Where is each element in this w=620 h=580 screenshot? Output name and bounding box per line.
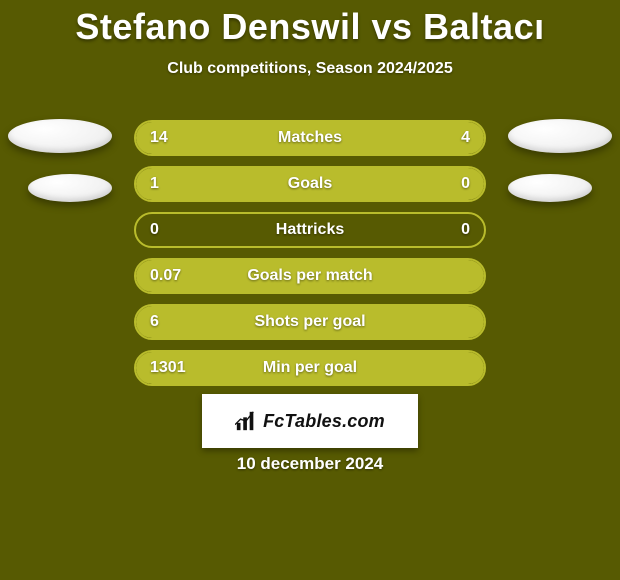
- player1-avatar-large: [8, 119, 112, 153]
- stat-value-right: 0: [461, 175, 470, 193]
- stat-label: Matches: [278, 129, 342, 147]
- stat-value-left: 1301: [150, 359, 186, 377]
- stat-value-right: 4: [461, 129, 470, 147]
- stat-fill-left: [136, 168, 404, 200]
- stat-label: Shots per goal: [254, 313, 365, 331]
- comparison-title: Stefano Denswil vs Baltacı: [0, 0, 620, 48]
- stat-value-left: 1: [150, 175, 159, 193]
- player2-avatar-large: [508, 119, 612, 153]
- stat-label: Goals: [288, 175, 332, 193]
- stat-row-shots-per-goal: 6 Shots per goal: [134, 304, 486, 340]
- player2-avatar-small: [508, 174, 592, 202]
- fctables-logo-box[interactable]: FcTables.com: [202, 394, 418, 448]
- stat-value-left: 14: [150, 129, 168, 147]
- bar-chart-icon: [235, 410, 257, 432]
- player2-name: Baltacı: [423, 6, 545, 47]
- stat-row-matches: 14 Matches 4: [134, 120, 486, 156]
- stat-value-left: 0.07: [150, 267, 181, 285]
- stat-row-goals-per-match: 0.07 Goals per match: [134, 258, 486, 294]
- stat-value-left: 6: [150, 313, 159, 331]
- snapshot-date: 10 december 2024: [0, 454, 620, 474]
- stats-container: 14 Matches 4 1 Goals 0 0 Hattricks 0 0.0…: [134, 120, 486, 396]
- stat-row-goals: 1 Goals 0: [134, 166, 486, 202]
- player1-name: Stefano Denswil: [75, 6, 361, 47]
- stat-fill-left: [136, 122, 397, 154]
- stat-fill-right: [404, 168, 484, 200]
- player1-avatar-small: [28, 174, 112, 202]
- comparison-subtitle: Club competitions, Season 2024/2025: [0, 60, 620, 78]
- stat-label: Hattricks: [276, 221, 344, 239]
- stat-value-left: 0: [150, 221, 159, 239]
- stat-value-right: 0: [461, 221, 470, 239]
- fctables-logo-text: FcTables.com: [263, 411, 385, 432]
- stat-label: Min per goal: [263, 359, 357, 377]
- stat-row-min-per-goal: 1301 Min per goal: [134, 350, 486, 386]
- stat-fill-right: [397, 122, 484, 154]
- stat-row-hattricks: 0 Hattricks 0: [134, 212, 486, 248]
- stat-label: Goals per match: [247, 267, 372, 285]
- vs-separator: vs: [371, 6, 412, 47]
